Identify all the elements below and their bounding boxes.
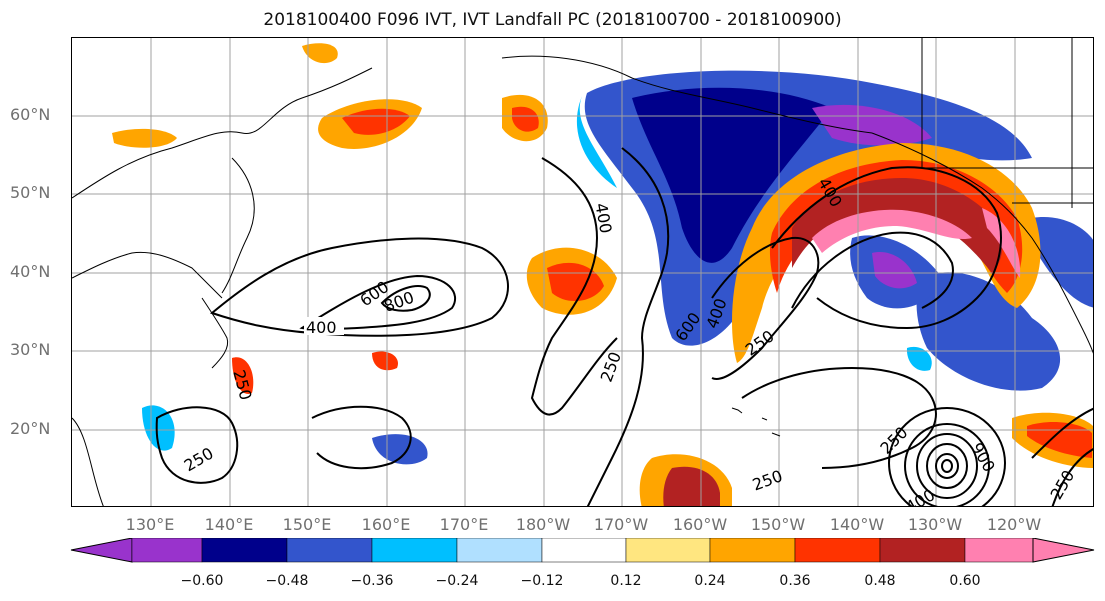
contour-label: 250 — [1047, 467, 1079, 503]
contour-label: 250 — [750, 466, 785, 494]
colorbar-bin — [625, 538, 711, 563]
contour-label: 250 — [181, 444, 217, 476]
map-title: 2018100400 F096 IVT, IVT Landfall PC (20… — [263, 10, 842, 30]
lon-label-170w: 170°W — [593, 515, 649, 534]
ivt-shading — [112, 43, 1093, 506]
colorbar-bin — [794, 538, 881, 563]
colorbar-bin — [201, 538, 288, 563]
colorbar-tick: −0.24 — [435, 573, 479, 589]
colorbar-bin — [879, 538, 966, 563]
contour-label: 400 — [306, 318, 337, 337]
colorbar-tick: 0.48 — [864, 573, 896, 589]
colorbar-bin — [964, 538, 1034, 563]
lat-label-60n: 60°N — [10, 105, 51, 124]
coastlines — [72, 38, 1093, 506]
colorbar-tick: 0.24 — [694, 573, 726, 589]
contour-label: 400 — [902, 485, 938, 507]
graticule — [72, 38, 1093, 506]
colorbar-extend-high — [1032, 538, 1095, 563]
colorbar-bin — [131, 538, 203, 563]
contour-label: 400 — [591, 202, 615, 235]
lon-label-140w: 140°W — [829, 515, 885, 534]
colorbar-bin — [541, 538, 627, 563]
colorbar-tick: 0.12 — [610, 573, 642, 589]
colorbar-tick: 0.36 — [779, 573, 811, 589]
colorbar-bin — [456, 538, 543, 563]
lon-label-180w: 180°W — [515, 515, 571, 534]
map-panel: 400 600 800 400 250 250 400 600 400 250 … — [71, 37, 1094, 507]
colorbar-bin — [286, 538, 373, 563]
lon-label-130w: 130°W — [907, 515, 963, 534]
colorbar-tick: −0.36 — [350, 573, 394, 589]
lat-label-30n: 30°N — [10, 340, 51, 359]
colorbar-extend-low — [70, 538, 133, 563]
lon-label-160w: 160°W — [672, 515, 728, 534]
colorbar-tick: −0.48 — [265, 573, 309, 589]
lat-label-20n: 20°N — [10, 419, 51, 438]
lon-label-120w: 120°W — [986, 515, 1042, 534]
lon-label-150w: 150°W — [750, 515, 806, 534]
colorbar-bin — [709, 538, 796, 563]
colorbar-tick: 0.60 — [949, 573, 981, 589]
lat-label-50n: 50°N — [10, 183, 51, 202]
colorbar-tick: −0.60 — [180, 573, 224, 589]
lon-label-160e: 160°E — [361, 515, 411, 534]
lat-label-40n: 40°N — [10, 262, 51, 281]
colorbar-tick: −0.12 — [520, 573, 564, 589]
lon-label-130e: 130°E — [125, 515, 175, 534]
colorbar — [70, 538, 1095, 563]
lon-label-170e: 170°E — [439, 515, 489, 534]
contour-label: 900 — [967, 439, 999, 475]
map-canvas: 400 600 800 400 250 250 400 600 400 250 … — [72, 38, 1093, 507]
lon-label-140e: 140°E — [204, 515, 254, 534]
colorbar-bin — [371, 538, 458, 563]
ivt-contours — [155, 147, 1093, 506]
lon-label-150e: 150°E — [282, 515, 332, 534]
contour-label: 250 — [597, 349, 625, 384]
